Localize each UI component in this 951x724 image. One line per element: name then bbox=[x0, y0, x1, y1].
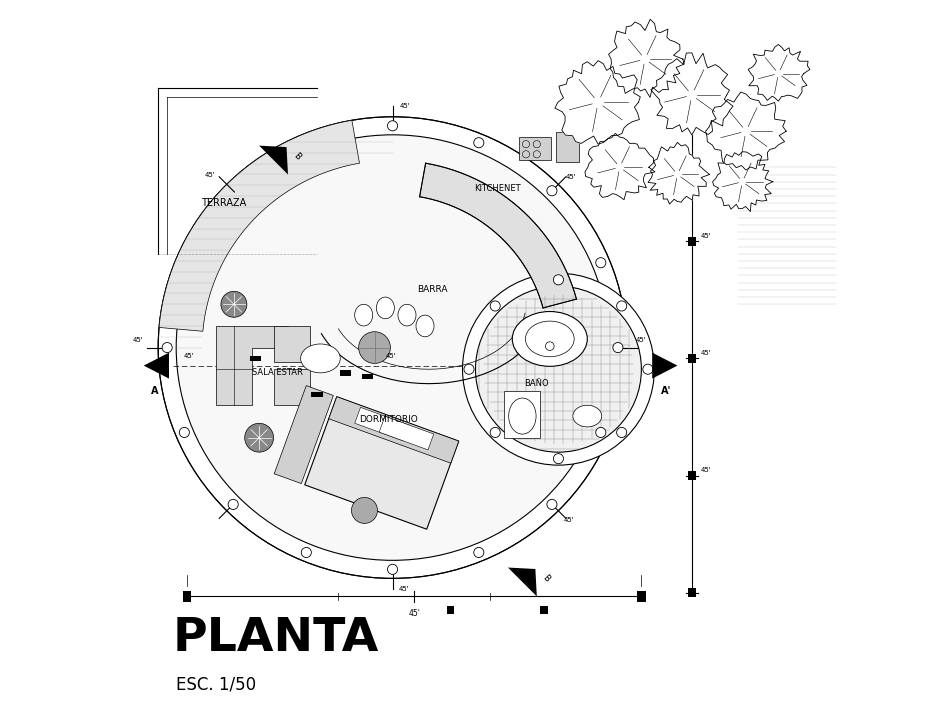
Text: A: A bbox=[151, 386, 158, 396]
Circle shape bbox=[464, 364, 474, 374]
Polygon shape bbox=[748, 44, 810, 101]
Circle shape bbox=[490, 427, 500, 437]
Circle shape bbox=[547, 500, 557, 510]
Text: 45': 45' bbox=[408, 610, 420, 618]
Bar bbox=[688, 589, 696, 597]
Circle shape bbox=[616, 427, 627, 437]
Circle shape bbox=[553, 454, 564, 463]
Ellipse shape bbox=[355, 304, 373, 326]
Ellipse shape bbox=[573, 405, 602, 427]
Polygon shape bbox=[419, 163, 576, 308]
Polygon shape bbox=[652, 353, 677, 379]
Circle shape bbox=[228, 500, 239, 510]
Bar bbox=[540, 606, 548, 615]
Polygon shape bbox=[355, 408, 409, 441]
Circle shape bbox=[616, 301, 627, 311]
Polygon shape bbox=[216, 326, 288, 405]
Bar bbox=[274, 326, 310, 362]
Polygon shape bbox=[648, 143, 709, 204]
Ellipse shape bbox=[158, 117, 627, 578]
Circle shape bbox=[476, 286, 641, 452]
Text: 45': 45' bbox=[399, 103, 411, 109]
Text: 45': 45' bbox=[205, 172, 216, 178]
Circle shape bbox=[547, 186, 557, 195]
Circle shape bbox=[462, 273, 654, 465]
Circle shape bbox=[162, 342, 172, 353]
Text: B: B bbox=[292, 151, 302, 161]
Polygon shape bbox=[274, 386, 334, 484]
Text: KITCHENET: KITCHENET bbox=[474, 185, 520, 193]
Circle shape bbox=[301, 547, 311, 557]
Polygon shape bbox=[609, 20, 684, 97]
Polygon shape bbox=[144, 353, 169, 379]
Circle shape bbox=[474, 138, 484, 148]
Polygon shape bbox=[712, 152, 773, 211]
Text: 45': 45' bbox=[701, 467, 711, 473]
Polygon shape bbox=[379, 416, 434, 450]
Text: 45': 45' bbox=[385, 353, 396, 359]
Text: SALA ESTAR: SALA ESTAR bbox=[252, 369, 302, 377]
Bar bbox=[274, 369, 310, 405]
Ellipse shape bbox=[513, 311, 588, 366]
Polygon shape bbox=[555, 61, 640, 144]
Bar bbox=[447, 606, 454, 615]
Circle shape bbox=[387, 564, 398, 574]
Text: 45': 45' bbox=[564, 517, 574, 523]
Circle shape bbox=[553, 274, 564, 285]
Text: BARRA: BARRA bbox=[417, 285, 448, 295]
Text: PLANTA: PLANTA bbox=[172, 616, 378, 661]
Circle shape bbox=[474, 547, 484, 557]
Text: 45': 45' bbox=[701, 232, 711, 239]
Ellipse shape bbox=[301, 344, 340, 373]
Bar bbox=[311, 392, 322, 397]
Text: TERRAZA: TERRAZA bbox=[202, 198, 246, 209]
Ellipse shape bbox=[416, 315, 434, 337]
Circle shape bbox=[352, 497, 378, 523]
Circle shape bbox=[595, 427, 606, 437]
Text: BAÑO: BAÑO bbox=[525, 379, 549, 388]
Polygon shape bbox=[650, 53, 733, 135]
Polygon shape bbox=[304, 397, 458, 529]
Ellipse shape bbox=[377, 297, 395, 319]
Text: A': A' bbox=[662, 386, 671, 396]
Text: 45': 45' bbox=[566, 174, 576, 180]
Bar bbox=[556, 132, 579, 162]
Circle shape bbox=[612, 342, 623, 353]
Text: ESC. 1/50: ESC. 1/50 bbox=[176, 675, 257, 694]
Polygon shape bbox=[259, 146, 288, 174]
Bar bbox=[183, 591, 191, 602]
Bar bbox=[688, 471, 696, 480]
Text: DORMITORIO: DORMITORIO bbox=[359, 415, 418, 424]
Circle shape bbox=[359, 332, 391, 363]
Ellipse shape bbox=[398, 304, 416, 326]
Text: 45': 45' bbox=[635, 337, 647, 342]
Text: 45': 45' bbox=[184, 353, 194, 359]
Text: 45': 45' bbox=[398, 586, 409, 592]
Bar bbox=[250, 355, 262, 361]
Bar bbox=[504, 391, 540, 438]
Polygon shape bbox=[159, 120, 359, 332]
Ellipse shape bbox=[176, 135, 609, 560]
Circle shape bbox=[180, 427, 189, 437]
Circle shape bbox=[595, 258, 606, 268]
Circle shape bbox=[221, 291, 247, 317]
Polygon shape bbox=[329, 397, 458, 463]
Bar bbox=[688, 354, 696, 363]
Bar bbox=[688, 119, 696, 128]
Circle shape bbox=[643, 364, 653, 374]
Text: 45': 45' bbox=[133, 337, 144, 342]
Text: 45': 45' bbox=[701, 350, 711, 355]
Polygon shape bbox=[585, 133, 655, 200]
Bar bbox=[340, 370, 352, 376]
Circle shape bbox=[490, 301, 500, 311]
Text: B: B bbox=[540, 573, 551, 584]
Circle shape bbox=[387, 121, 398, 131]
Bar bbox=[637, 591, 646, 602]
Polygon shape bbox=[706, 92, 786, 170]
Bar bbox=[688, 237, 696, 245]
Polygon shape bbox=[508, 568, 536, 597]
Bar bbox=[361, 374, 373, 379]
Circle shape bbox=[244, 424, 274, 452]
Bar bbox=[519, 137, 552, 160]
